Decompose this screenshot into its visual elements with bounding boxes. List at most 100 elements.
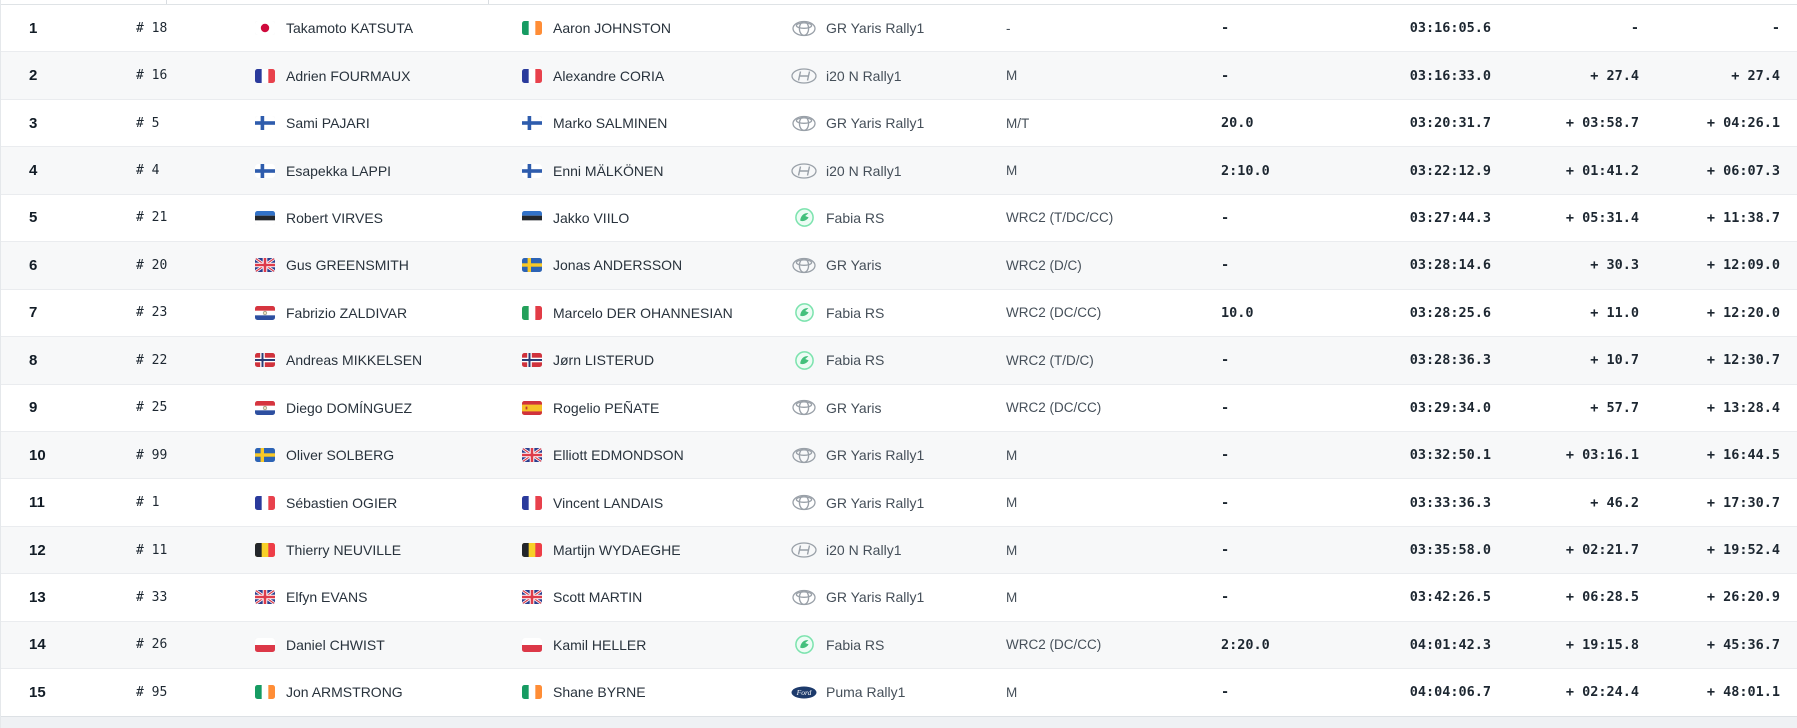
- flag-pl-icon: [255, 637, 275, 652]
- car-model: Fabia RS: [826, 209, 885, 226]
- driver-name: Diego DOMÍNGUEZ: [286, 399, 413, 416]
- car-cell: GR Yaris Rally1: [781, 19, 996, 38]
- codriver-cell: Shane BYRNE: [511, 684, 781, 700]
- class-label: WRC2 (DC/CC): [1006, 400, 1102, 416]
- position: 8: [29, 351, 38, 369]
- codriver-name: Marcelo DER OHANNESIAN: [553, 304, 733, 321]
- codriver-cell: Alexandre CORIA: [511, 68, 781, 84]
- codriver-cell: Vincent LANDAIS: [511, 495, 781, 511]
- car-cell: Ford Puma Rally1: [781, 683, 996, 702]
- class-label: -: [1006, 20, 1011, 36]
- results-rows: 1 # 18 Takamoto KATSUTA Aaron JOHNSTON G…: [1, 5, 1797, 717]
- total-time: 03:28:36.3: [1409, 352, 1491, 369]
- penalty-value: -: [1221, 20, 1230, 37]
- total-time: 03:16:33.0: [1409, 67, 1491, 84]
- car-number: # 95: [136, 684, 168, 700]
- gap-leader: + 11:38.7: [1706, 209, 1780, 226]
- gap-leader: + 27.4: [1731, 67, 1780, 84]
- table-row[interactable]: 3 # 5 Sami PAJARI Marko SALMINEN GR Yari…: [1, 99, 1797, 148]
- total-time: 04:01:42.3: [1409, 636, 1491, 653]
- codriver-name: Scott MARTIN: [553, 589, 643, 606]
- car-number: # 16: [136, 68, 168, 84]
- gap-previous: + 57.7: [1590, 399, 1639, 416]
- class-label: M: [1006, 589, 1018, 605]
- car-cell: GR Yaris Rally1: [781, 114, 996, 133]
- codriver-name: Elliott EDMONDSON: [553, 447, 684, 464]
- toyota-logo-icon: [791, 588, 817, 607]
- table-row[interactable]: 13 # 33 Elfyn EVANS Scott MARTIN GR Yari…: [1, 574, 1797, 622]
- car-number: # 20: [136, 257, 168, 273]
- table-row[interactable]: 11 # 1 Sébastien OGIER Vincent LANDAIS G…: [1, 479, 1797, 527]
- penalty-value: 2:10.0: [1221, 162, 1270, 179]
- table-row[interactable]: 7 # 23 Fabrizio ZALDIVAR Marcelo DER OHA…: [1, 289, 1797, 338]
- gap-leader: + 12:30.7: [1706, 352, 1780, 369]
- car-number: # 33: [136, 589, 168, 605]
- car-cell: GR Yaris Rally1: [781, 588, 996, 607]
- penalty-value: -: [1221, 447, 1230, 464]
- skoda-logo-icon: [791, 350, 817, 370]
- table-row[interactable]: 12 # 11 Thierry NEUVILLE Martijn WYDAEGH…: [1, 526, 1797, 575]
- car-model: GR Yaris Rally1: [826, 494, 925, 511]
- skoda-logo-icon: [791, 208, 817, 228]
- flag-se-icon: [522, 258, 542, 273]
- penalty-value: -: [1221, 67, 1230, 84]
- class-label: M: [1006, 447, 1018, 463]
- gap-leader: + 13:28.4: [1706, 399, 1780, 416]
- table-row[interactable]: 9 # 25 Diego DOMÍNGUEZ Rogelio PEÑATE GR…: [1, 384, 1797, 432]
- car-number: # 26: [136, 637, 168, 653]
- driver-cell: Esapekka LAPPI: [241, 163, 511, 179]
- driver-name: Sébastien OGIER: [286, 494, 398, 511]
- table-row[interactable]: 5 # 21 Robert VIRVES Jakko VIILO Fabia R…: [1, 194, 1797, 243]
- table-row[interactable]: 1 # 18 Takamoto KATSUTA Aaron JOHNSTON G…: [1, 5, 1797, 53]
- column-divider: [488, 0, 489, 4]
- driver-name: Fabrizio ZALDIVAR: [286, 304, 408, 321]
- gap-leader: + 16:44.5: [1706, 447, 1780, 464]
- flag-be-icon: [255, 543, 275, 558]
- car-number: # 11: [136, 542, 168, 558]
- driver-name: Elfyn EVANS: [286, 589, 368, 606]
- penalty-value: -: [1221, 209, 1230, 226]
- total-time: 03:22:12.9: [1409, 162, 1491, 179]
- car-number: # 1: [136, 495, 160, 511]
- class-label: WRC2 (T/D/C): [1006, 352, 1094, 368]
- penalty-value: 20.0: [1221, 115, 1254, 132]
- penalty-value: 2:20.0: [1221, 636, 1270, 653]
- car-cell: Fabia RS: [781, 208, 996, 228]
- car-cell: GR Yaris: [781, 256, 996, 275]
- flag-ee-icon: [255, 210, 275, 225]
- codriver-name: Martijn WYDAEGHE: [553, 542, 681, 559]
- position: 13: [29, 588, 46, 606]
- table-row[interactable]: 6 # 20 Gus GREENSMITH Jonas ANDERSSON GR…: [1, 242, 1797, 290]
- column-divider: [166, 0, 167, 4]
- flag-es-icon: [522, 400, 542, 415]
- ford-logo-icon: Ford: [791, 683, 817, 702]
- table-row[interactable]: 15 # 95 Jon ARMSTRONG Shane BYRNE Ford P…: [1, 669, 1797, 717]
- car-number: # 21: [136, 210, 168, 226]
- driver-cell: Diego DOMÍNGUEZ: [241, 400, 511, 416]
- driver-cell: Thierry NEUVILLE: [241, 542, 511, 558]
- table-row[interactable]: 2 # 16 Adrien FOURMAUX Alexandre CORIA i…: [1, 52, 1797, 100]
- toyota-logo-icon: [791, 114, 817, 133]
- table-row[interactable]: 10 # 99 Oliver SOLBERG Elliott EDMONDSON…: [1, 431, 1797, 480]
- codriver-name: Shane BYRNE: [553, 684, 646, 701]
- car-cell: i20 N Rally1: [781, 161, 996, 180]
- hyundai-logo-icon: [791, 161, 817, 180]
- toyota-logo-icon: [791, 19, 817, 38]
- total-time: 03:28:25.6: [1409, 304, 1491, 321]
- driver-name: Sami PAJARI: [286, 115, 370, 132]
- gap-leader: + 06:07.3: [1706, 162, 1780, 179]
- position: 10: [29, 446, 46, 464]
- flag-ie-icon: [522, 685, 542, 700]
- class-label: M: [1006, 495, 1018, 511]
- class-label: M: [1006, 68, 1018, 84]
- penalty-value: -: [1221, 352, 1230, 369]
- car-model: GR Yaris: [826, 257, 882, 274]
- position: 2: [29, 67, 38, 85]
- gap-leader: + 26:20.9: [1706, 589, 1780, 606]
- table-row[interactable]: 14 # 26 Daniel CHWIST Kamil HELLER Fabia…: [1, 621, 1797, 670]
- table-row[interactable]: 4 # 4 Esapekka LAPPI Enni MÄLKÖNEN i20 N…: [1, 147, 1797, 195]
- penalty-value: -: [1221, 542, 1230, 559]
- position: 12: [29, 541, 46, 559]
- table-row[interactable]: 8 # 22 Andreas MIKKELSEN Jørn LISTERUD F…: [1, 337, 1797, 385]
